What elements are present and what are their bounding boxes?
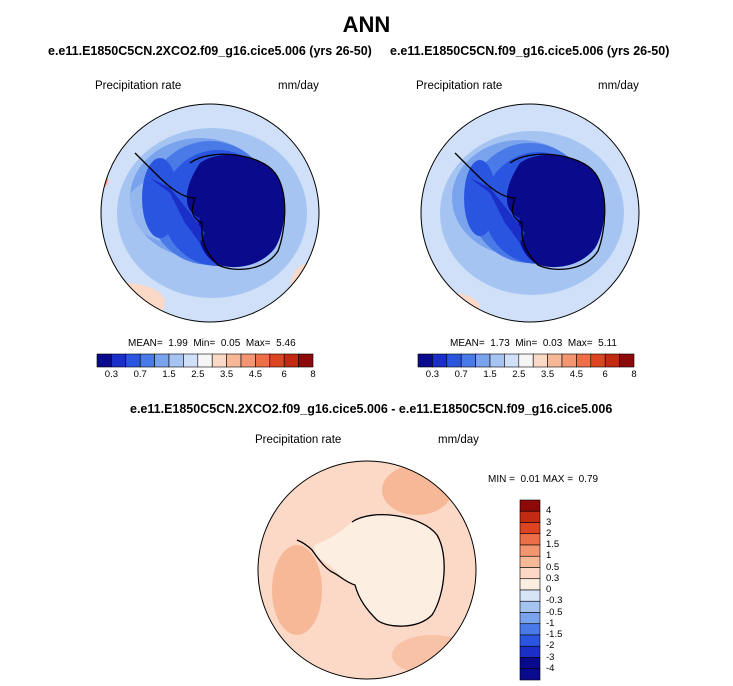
panel-1-colorbar-swatch xyxy=(269,353,285,368)
panel-2-colorbar-swatch xyxy=(604,353,620,368)
panel-1-colorbar-swatch xyxy=(111,353,127,368)
main-title: ANN xyxy=(342,12,391,37)
panel-2-units-label: mm/day xyxy=(598,80,639,92)
difference-colorbar-ticks: 4 3 2 1.5 1 0.5 0.3 0 -0.3 -0.5 -1 -1.5 -2 -3 -4 xyxy=(546,500,576,680)
panel-2-case-title: e.e11.E1850C5CN.f09_g16.cice5.006 (yrs 2… xyxy=(390,44,670,58)
difference-colorbar-tick-label: 3 xyxy=(546,516,552,528)
panel-2-colorbar-tick-label: 6 xyxy=(602,369,608,380)
panel-1-colorbar-swatch xyxy=(283,353,299,368)
panel-1-colorbar-swatch xyxy=(211,353,227,368)
difference-colorbar-tick-label: -0.3 xyxy=(546,595,563,607)
panel-2-colorbar-swatch xyxy=(547,353,563,368)
panel-2-colorbar-swatch xyxy=(590,353,606,368)
panel-1-case-title: e.e11.E1850C5CN.2XCO2.f09_g16.cice5.006 … xyxy=(48,44,372,58)
panel-1-colorbar-tick-label: 4.5 xyxy=(248,369,262,380)
panel-1-polar-map xyxy=(100,103,320,323)
difference-colorbar-swatch xyxy=(519,634,541,647)
panel-2-colorbar-tick-label: 3.5 xyxy=(540,369,555,380)
panel-1-colorbar-tick-label: 3.5 xyxy=(219,369,234,380)
difference-title: e.e11.E1850C5CN.2XCO2.f09_g16.cice5.006 … xyxy=(130,402,613,416)
panel-1-colorbar-swatch xyxy=(226,353,242,368)
panel-1-colorbar-tick-label: 0.3 xyxy=(104,369,118,380)
panel-1-colorbar-tick-label: 1.5 xyxy=(162,369,176,380)
panel-2-colorbar-swatch xyxy=(446,353,462,368)
difference-colorbar-swatch xyxy=(519,578,541,591)
panel-2-colorbar-swatch xyxy=(532,353,548,368)
difference-colorbar-swatch xyxy=(519,600,541,613)
panel-2-colorbar-swatch xyxy=(561,353,577,368)
panel-1-colorbar-swatch xyxy=(183,353,199,368)
panel-1-colorbar-ticks: 0.3 0.7 1.5 2.5 3.5 4.5 6 8 xyxy=(97,369,316,383)
panel-1-colorbar-swatch xyxy=(168,353,184,368)
panel-2-colorbar xyxy=(417,353,635,368)
difference-colorbar-swatch xyxy=(519,645,541,658)
panel-1-colorbar-tick-label: 6 xyxy=(281,369,287,380)
difference-colorbar-tick-label: 1 xyxy=(546,550,552,562)
panel-2-colorbar-swatch xyxy=(432,353,448,368)
panel-1-colorbar-swatch xyxy=(240,353,256,368)
panel-2-colorbar-tick-label: 0.7 xyxy=(454,369,468,380)
panel-2-stats: MEAN= 1.73 Min= 0.03 Max= 5.11 xyxy=(450,338,617,349)
panel-2-colorbar-swatch xyxy=(417,353,433,368)
difference-colorbar-tick-label: -1.5 xyxy=(546,629,563,640)
panel-2-variable-label: Precipitation rate xyxy=(416,80,503,92)
difference-colorbar-swatch xyxy=(519,612,541,625)
difference-colorbar-tick-label: -3 xyxy=(546,651,555,663)
panel-1-colorbar-tick-label: 8 xyxy=(310,369,316,380)
panel-2-colorbar-swatch xyxy=(475,353,491,368)
panel-1-colorbar-swatch xyxy=(125,353,141,368)
difference-colorbar-swatch xyxy=(519,533,541,546)
difference-colorbar-tick-label: -1 xyxy=(546,617,555,629)
difference-colorbar xyxy=(519,499,541,681)
panel-1-colorbar-tick-label: 2.5 xyxy=(191,369,205,380)
panel-1-colorbar-swatch xyxy=(255,353,271,368)
difference-colorbar-swatch xyxy=(519,657,541,670)
panel-1-colorbar-swatch xyxy=(298,353,314,368)
difference-colorbar-tick-label: -2 xyxy=(546,640,555,652)
panel-2-colorbar-swatch xyxy=(489,353,505,368)
difference-colorbar-tick-label: 0 xyxy=(546,584,552,595)
panel-2-colorbar-ticks: 0.3 0.7 1.5 2.5 3.5 4.5 6 8 xyxy=(418,369,637,383)
difference-polar-map xyxy=(257,460,477,680)
panel-1-units-label: mm/day xyxy=(278,80,319,92)
panel-1-variable-label: Precipitation rate xyxy=(95,80,182,92)
difference-colorbar-tick-label: 4 xyxy=(546,505,552,517)
panel-2-colorbar-swatch xyxy=(619,353,635,368)
difference-colorbar-swatch xyxy=(519,567,541,580)
difference-colorbar-tick-label: -4 xyxy=(546,662,555,674)
difference-colorbar-swatch xyxy=(519,589,541,602)
panel-2-colorbar-tick-label: 2.5 xyxy=(512,369,526,380)
difference-colorbar-tick-label: 0.3 xyxy=(546,572,560,584)
difference-colorbar-swatch xyxy=(519,623,541,636)
panel-2-colorbar-tick-label: 0.3 xyxy=(425,369,439,380)
difference-colorbar-swatch xyxy=(519,668,541,681)
difference-colorbar-tick-label: 0.5 xyxy=(546,561,560,573)
panel-1-stats: MEAN= 1.99 Min= 0.05 Max= 5.46 xyxy=(128,338,296,349)
panel-2-colorbar-swatch xyxy=(518,353,534,368)
panel-1-colorbar-tick-label: 0.7 xyxy=(133,369,147,380)
difference-stats: MIN = 0.01 MAX = 0.79 xyxy=(488,474,599,485)
difference-colorbar-swatch xyxy=(519,510,541,523)
panel-2-polar-map xyxy=(420,103,640,323)
difference-colorbar-swatch xyxy=(519,499,541,512)
difference-colorbar-tick-label: 1.5 xyxy=(546,539,560,550)
difference-colorbar-tick-label: -0.5 xyxy=(546,606,563,618)
difference-colorbar-swatch xyxy=(519,544,541,557)
panel-2-colorbar-tick-label: 4.5 xyxy=(569,369,583,380)
difference-colorbar-tick-label: 2 xyxy=(546,527,552,539)
panel-1-colorbar-swatch xyxy=(139,353,155,368)
panel-1-colorbar xyxy=(96,353,314,368)
panel-2-colorbar-swatch xyxy=(460,353,476,368)
difference-units-label: mm/day xyxy=(438,434,479,446)
panel-2-colorbar-tick-label: 8 xyxy=(631,369,637,380)
panel-2-colorbar-swatch xyxy=(504,353,520,368)
panel-2-colorbar-swatch xyxy=(576,353,592,368)
difference-colorbar-swatch xyxy=(519,522,541,535)
difference-variable-label: Precipitation rate xyxy=(255,434,342,446)
difference-colorbar-swatch xyxy=(519,555,541,568)
panel-1-colorbar-swatch xyxy=(197,353,213,368)
panel-2-colorbar-tick-label: 1.5 xyxy=(483,369,497,380)
panel-1-colorbar-swatch xyxy=(96,353,112,368)
panel-1-colorbar-swatch xyxy=(154,353,170,368)
